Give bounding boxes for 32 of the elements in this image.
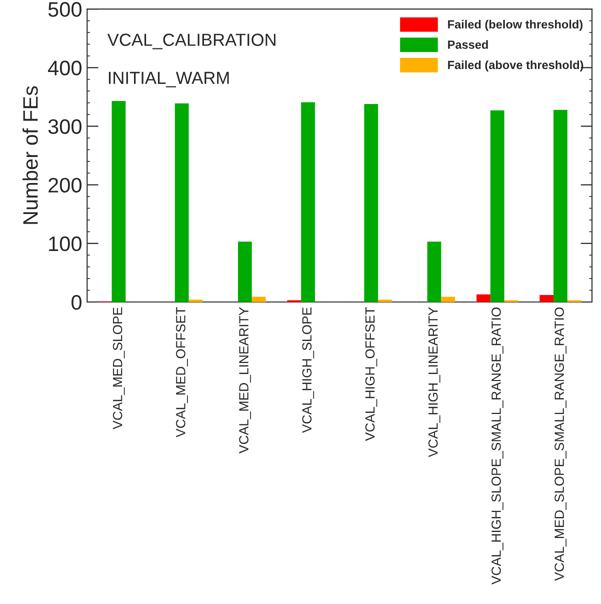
y-axis-title: Number of FEs [22, 86, 38, 224]
x-tick-label: VCAL_HIGH_OFFSET [365, 307, 378, 441]
bar [441, 296, 456, 302]
bar [174, 103, 189, 302]
annotation: INITIAL_WARM [108, 72, 229, 88]
bar [112, 101, 126, 302]
y-tick-label: 100 [49, 236, 82, 252]
bar [490, 110, 504, 302]
x-tick-label: VCAL_MED_SLOPE_SMALL_RANGE_RATIO [554, 307, 566, 581]
bar [238, 242, 252, 302]
x-tick-label: VCAL_MED_SLOPE [112, 307, 125, 430]
x-tick-label: VCAL_HIGH_LINEARITY [428, 307, 440, 458]
bar [364, 104, 378, 302]
legend-label: Failed (above threshold) [448, 60, 584, 72]
bar [476, 294, 490, 302]
legend-label: Failed (below threshold) [448, 20, 582, 31]
y-tick-label: 0 [72, 295, 82, 310]
x-tick-label: VCAL_HIGH_SLOPE [302, 307, 314, 433]
y-tick-label: 300 [48, 119, 82, 134]
bar [252, 296, 266, 302]
x-tick-label: VCAL_MED_LINEARITY [239, 307, 251, 454]
x-tick-label: VCAL_HIGH_SLOPE_SMALL_RANGE_RATIO [492, 307, 504, 584]
y-tick-label: 200 [48, 178, 82, 193]
x-tick-label: VCAL_MED_OFFSET [176, 307, 188, 438]
y-tick-label: 500 [48, 2, 82, 17]
bar [540, 294, 554, 302]
y-tick-label: 400 [48, 60, 82, 76]
annotation: VCAL_CALIBRATION [107, 34, 276, 50]
bar [301, 102, 315, 302]
bar [427, 242, 442, 302]
legend-label: Passed [448, 40, 488, 49]
bar [553, 110, 568, 302]
